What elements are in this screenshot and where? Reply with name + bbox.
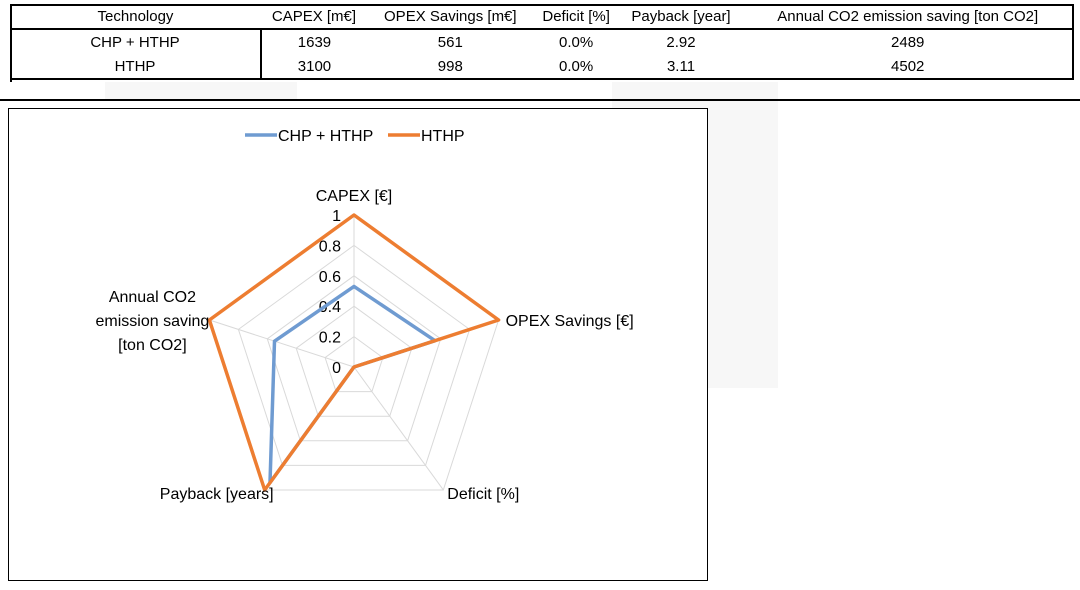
axis-label-line: Annual CO2	[109, 289, 196, 306]
col-header-co2-saving: Annual CO2 emission saving [ton CO2]	[743, 4, 1074, 29]
grid-ring	[295, 305, 413, 417]
table-header-row: Technology CAPEX [m€] OPEX Savings [m€] …	[10, 4, 1074, 29]
axis-label-line: Deficit [%]	[447, 486, 519, 503]
results-table: Technology CAPEX [m€] OPEX Savings [m€] …	[10, 4, 1074, 80]
tick-label: 0.8	[319, 238, 341, 255]
radar-tick-labels: 0 0.2 0.4 0.6 0.8 1	[319, 208, 341, 377]
cell-technology: CHP + HTHP	[10, 29, 262, 54]
cell-capex: 1639	[297, 33, 332, 51]
legend-label: CHP + HTHP	[278, 128, 373, 145]
axis-label: CAPEX [€]	[316, 188, 392, 205]
radar-chart-frame: CHP + HTHP HTHP 0 0.2 0.4 0.6 0.8 1 CAPEX [€] O…	[8, 108, 708, 581]
grid-ring	[237, 244, 471, 466]
tick-label: 1	[332, 208, 341, 225]
tick-label: 0.6	[319, 269, 341, 286]
axis-label: Payback [years]	[160, 486, 274, 503]
axis-label: Annual CO2 emission saving [ton CO2]	[95, 289, 209, 354]
cell-opex-savings: 998	[437, 57, 463, 75]
chart-legend: CHP + HTHP HTHP	[245, 128, 465, 145]
col-header-opex-savings: OPEX Savings [m€]	[384, 7, 517, 25]
series-line-chp-hthp	[268, 284, 437, 485]
axis-label-line: Payback [years]	[160, 486, 274, 503]
cell-opex-savings: 561	[437, 33, 463, 51]
cell-co2-saving: 2489	[743, 29, 1074, 54]
grid-ring	[266, 275, 442, 442]
table-row: HTHP 3100 998 0.0% 3.11 4502	[10, 54, 1074, 79]
axis-label-line: emission saving	[95, 313, 209, 330]
col-header-deficit: Deficit [%]	[542, 7, 610, 25]
col-header-payback: Payback [year]	[631, 7, 731, 25]
series-line-hthp	[207, 213, 501, 492]
cell-payback: 2.92	[666, 33, 696, 51]
tick-label: 0.4	[319, 299, 341, 316]
axis-label: OPEX Savings [€]	[506, 313, 634, 330]
axis-label-line: OPEX Savings [€]	[506, 313, 634, 330]
radar-series	[207, 213, 501, 492]
cell-deficit: 0.0%	[559, 33, 594, 51]
section-divider	[0, 99, 1080, 101]
grid-ring	[324, 335, 384, 393]
axis-label: Deficit [%]	[447, 486, 519, 503]
col-header-technology: Technology	[97, 7, 174, 25]
table-left-border	[10, 4, 12, 82]
tick-label: 0.2	[319, 330, 341, 347]
cell-technology: HTHP	[10, 54, 262, 79]
axis-label-line: CAPEX [€]	[316, 188, 392, 205]
tick-label: 0	[332, 360, 341, 377]
cell-deficit: 0.0%	[559, 57, 594, 75]
cell-capex: 3100	[297, 57, 332, 75]
cell-co2-saving: 4502	[743, 54, 1074, 79]
col-header-capex: CAPEX [m€]	[271, 7, 357, 25]
cell-payback: 3.11	[666, 57, 696, 75]
grid-spoke	[209, 319, 355, 368]
radar-axis-labels: CAPEX [€] OPEX Savings [€] Deficit [%] Payb…	[95, 188, 633, 503]
legend-label: HTHP	[421, 128, 465, 145]
axis-label-line: [ton CO2]	[118, 337, 186, 354]
table-row: CHP + HTHP 1639 561 0.0% 2.92 2489	[10, 29, 1074, 54]
grid-spoke	[353, 366, 444, 491]
radar-chart: CHP + HTHP HTHP 0 0.2 0.4 0.6 0.8 1 CAPEX [€] O…	[95, 128, 633, 503]
table-top-border	[10, 4, 1074, 6]
